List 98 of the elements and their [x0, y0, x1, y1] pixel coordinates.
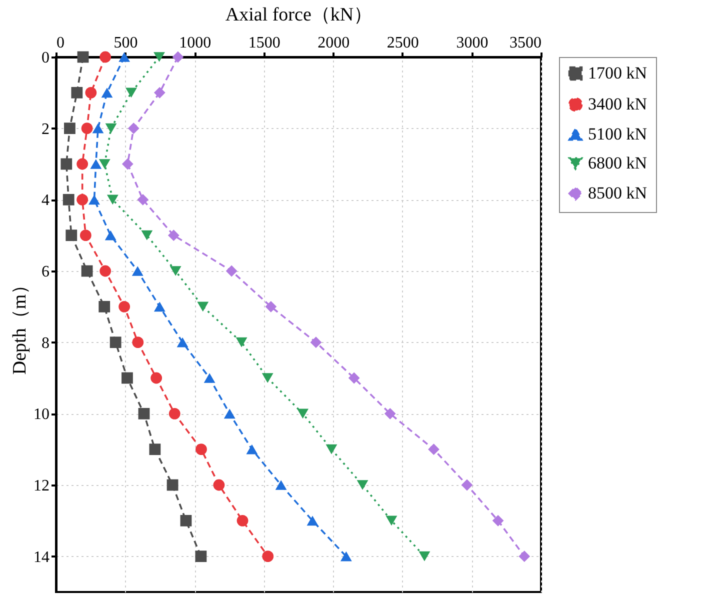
y-tick-label: 2	[42, 120, 50, 138]
point	[265, 300, 277, 312]
point	[137, 194, 149, 206]
point	[77, 51, 89, 63]
y-tick-label: 14	[34, 548, 50, 566]
y-tick-label: 6	[42, 264, 50, 280]
x-tick-label: 2000	[318, 34, 350, 52]
point	[106, 194, 118, 205]
point	[204, 373, 216, 383]
point	[122, 372, 133, 384]
legend-label: 8500 kN	[588, 184, 648, 202]
point	[246, 444, 258, 454]
x-tick-label: 3500	[510, 34, 542, 52]
point	[88, 194, 100, 205]
point	[64, 122, 76, 134]
point	[195, 550, 207, 562]
point	[356, 480, 368, 490]
point	[66, 230, 78, 242]
y-tick-label: 10	[34, 406, 50, 424]
point	[98, 159, 110, 169]
point	[80, 230, 92, 242]
point	[172, 51, 184, 63]
point	[81, 122, 93, 134]
point	[262, 550, 274, 562]
point	[105, 123, 117, 134]
y-tick-label: 0	[42, 50, 50, 66]
y-tick-label: 8	[42, 334, 50, 352]
point	[492, 514, 504, 526]
point	[168, 408, 180, 420]
legend-label: 5100 kN	[588, 124, 648, 144]
point	[71, 86, 83, 98]
point	[122, 158, 134, 170]
point	[104, 230, 116, 240]
point	[518, 550, 530, 562]
point	[154, 86, 166, 98]
point	[386, 516, 398, 526]
point	[132, 336, 144, 348]
point	[141, 230, 153, 240]
point	[118, 52, 130, 62]
x-tick-label: 1000	[179, 34, 212, 52]
point	[384, 408, 396, 420]
point	[428, 444, 440, 456]
point	[110, 336, 122, 348]
point	[85, 86, 97, 98]
point	[76, 158, 88, 170]
point	[275, 480, 287, 490]
legend-label: 1700 kN	[588, 64, 648, 82]
x-tick-label: 1500	[248, 34, 280, 52]
point	[81, 265, 93, 277]
x-tick-label: 0	[56, 34, 64, 52]
legend-label: 6800 kN	[588, 154, 648, 172]
point	[100, 265, 112, 277]
point	[126, 88, 137, 98]
point	[348, 372, 360, 384]
point	[100, 51, 112, 63]
point	[310, 336, 322, 348]
point	[213, 479, 225, 491]
point	[236, 337, 248, 348]
x-tick-label: 2500	[386, 34, 419, 52]
legend-label: 3400 kN	[588, 94, 648, 114]
y-tick-label: 12	[34, 478, 50, 494]
point	[98, 300, 110, 312]
point	[418, 551, 430, 562]
point	[90, 159, 102, 169]
point	[60, 158, 72, 170]
point	[154, 52, 165, 62]
point	[62, 194, 74, 206]
point	[138, 408, 150, 420]
point	[180, 514, 192, 526]
point	[461, 479, 473, 491]
y-axis-title: Depth（m）	[10, 275, 30, 375]
point	[76, 194, 88, 206]
x-tick-label: 500	[114, 34, 138, 52]
point	[118, 300, 130, 312]
point	[236, 514, 248, 526]
point	[224, 408, 236, 419]
point	[168, 230, 180, 242]
point	[297, 408, 308, 419]
point	[166, 479, 178, 491]
y-tick-label: 4	[42, 192, 50, 210]
x-axis-title: Axial force（kN）	[225, 4, 373, 26]
point	[170, 266, 182, 276]
point	[101, 88, 113, 98]
point	[340, 551, 352, 562]
point	[150, 372, 162, 384]
point	[326, 444, 338, 454]
point	[132, 266, 144, 276]
point	[226, 265, 238, 277]
point	[149, 444, 161, 456]
point	[128, 122, 140, 134]
point	[306, 516, 318, 526]
point	[196, 444, 207, 456]
point	[262, 373, 274, 383]
point	[92, 123, 104, 134]
point	[197, 302, 209, 312]
x-tick-label: 3000	[456, 34, 488, 52]
point	[176, 337, 188, 348]
point	[154, 302, 166, 312]
